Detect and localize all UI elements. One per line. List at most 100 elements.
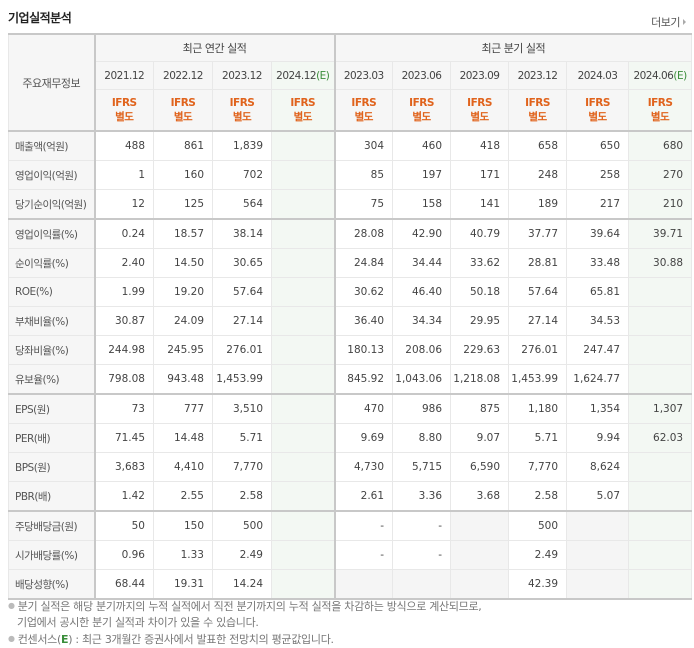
table-cell: 30.87 [94,306,154,336]
table-cell: 0.96 [94,540,154,570]
table-cell [628,452,693,482]
table-cell: 14.24 [212,569,272,600]
accounting-standard: IFRS 별도 [94,89,154,132]
table-cell: 28.81 [508,248,568,278]
row-label: 유보율(%) [8,364,96,395]
table-cell: 276.01 [212,335,272,365]
table-cell [566,510,630,541]
table-cell: 680 [628,130,693,161]
table-cell: 2.58 [212,481,272,512]
table-cell: 460 [392,130,452,161]
more-link[interactable]: 더보기 [651,14,686,30]
row-label: 당기순이익(억원) [8,189,96,220]
accounting-standard: IFRS 별도 [566,89,630,132]
table-cell: 36.40 [334,306,394,336]
table-cell: 141 [450,189,510,220]
table-row: 당좌비율(%) 244.98 245.95 276.01 180.13 208.06 229… [8,335,693,365]
estimate-mark: (E) [673,69,687,82]
annual-group-header: 최근 연간 실적 [93,33,336,62]
period-header: 2024.12(E) [270,61,336,90]
table-row: 순이익률(%) 2.40 14.50 30.65 24.84 34.44 33.62 28.8… [8,248,693,278]
row-label: 시가배당률(%) [8,540,96,570]
row-label: 순이익률(%) [8,248,96,278]
table-cell: 1,307 [628,393,693,424]
table-row: 유보율(%) 798.08 943.48 1,453.99 845.92 1,043.06… [8,364,693,395]
table-cell: 500 [212,510,272,541]
table-row: 주당배당금(원) 50 150 500- -500 [8,510,693,541]
table-cell: 30.88 [628,248,693,278]
table-cell [270,160,336,190]
table-cell: 1.99 [94,277,154,307]
table-cell: 276.01 [508,335,568,365]
table-cell: 85 [334,160,394,190]
label-column-header: 주요재무정보 [8,33,96,132]
footnote-consensus: ● 컨센서스(E) : 최근 3개월간 증권사에서 발표한 전망치의 평균값입니다… [8,633,334,646]
table-cell: 702 [212,160,272,190]
table-cell: 180.13 [334,335,394,365]
table-cell: 7,770 [212,452,272,482]
table-cell: 57.64 [212,277,272,307]
period-header: 2023.09 [450,61,510,90]
table-cell: 3.68 [450,481,510,512]
financial-summary-table: 주요재무정보 최근 연간 실적 최근 분기 실적 2021.12 2022.12 2… [8,33,693,600]
table-cell: 798.08 [94,364,154,395]
table-cell [628,335,693,365]
table-cell: 7,770 [508,452,568,482]
table-cell: 42.39 [508,569,568,600]
table-cell: 150 [153,510,213,541]
table-cell: 304 [334,130,394,161]
accounting-standard: IFRS 별도 [212,89,272,132]
table-cell: 244.98 [94,335,154,365]
table-cell: 500 [508,510,568,541]
table-cell [628,364,693,395]
table-cell: 9.94 [566,423,630,453]
table-cell: 1,218.08 [450,364,510,395]
table-cell [270,393,336,424]
period-header: 2024.03 [566,61,630,90]
table-cell: 1,354 [566,393,630,424]
table-cell: 5,715 [392,452,452,482]
table-cell: 28.08 [334,218,394,249]
table-cell [270,481,336,512]
table-cell: 37.77 [508,218,568,249]
table-cell: 29.95 [450,306,510,336]
table-cell: 8,624 [566,452,630,482]
table-cell: 2.49 [212,540,272,570]
footnote-quarterly-cont: 기업에서 공시한 분기 실적과 차이가 있을 수 있습니다. [17,616,259,629]
bullet-icon: ● [8,601,15,610]
table-cell: 27.14 [212,306,272,336]
table-cell: - [392,540,452,570]
table-cell: 75 [334,189,394,220]
table-cell: 71.45 [94,423,154,453]
row-label: EPS(원) [8,393,96,424]
table-cell [450,540,510,570]
row-label: 영업이익률(%) [8,218,96,249]
table-cell: 245.95 [153,335,213,365]
table-cell [450,510,510,541]
table-cell: 217 [566,189,630,220]
row-label: 부채비율(%) [8,306,96,336]
table-cell [270,277,336,307]
table-cell: 2.61 [334,481,394,512]
table-cell: 1.33 [153,540,213,570]
table-cell: 1,453.99 [508,364,568,395]
table-cell [270,510,336,541]
estimate-mark: (E) [316,69,330,82]
table-cell [270,569,336,600]
table-cell: 1,839 [212,130,272,161]
table-cell: 229.63 [450,335,510,365]
table-cell: 875 [450,393,510,424]
table-cell: 4,410 [153,452,213,482]
table-cell [270,452,336,482]
table-cell: 34.44 [392,248,452,278]
table-cell: 564 [212,189,272,220]
table-cell: 39.71 [628,218,693,249]
table-row: 영업이익률(%) 0.24 18.57 38.14 28.08 42.90 40.79 37.… [8,218,693,249]
row-label: 매출액(억원) [8,130,96,161]
section-title: 기업실적분석 [8,11,72,25]
table-cell: 24.84 [334,248,394,278]
table-cell: 42.90 [392,218,452,249]
table-cell: 2.49 [508,540,568,570]
table-cell: 2.58 [508,481,568,512]
bullet-icon: ● [8,634,15,643]
